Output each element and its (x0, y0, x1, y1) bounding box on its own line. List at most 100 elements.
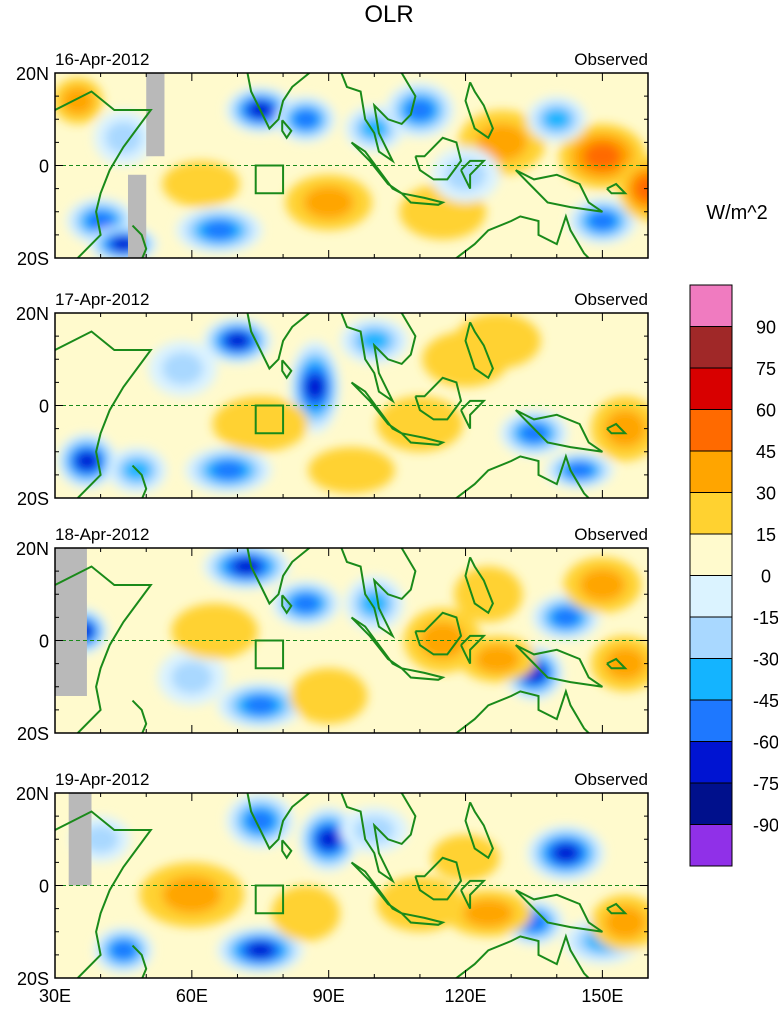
coastline-1 (281, 594, 293, 615)
colorbar-label: 45 (756, 442, 776, 462)
colorbar-swatch-7 (689, 575, 733, 618)
coastline-6 (414, 376, 463, 421)
colorbar-label: 75 (756, 359, 776, 379)
coastline-5 (400, 432, 446, 446)
y-tick-label: 0 (39, 397, 49, 417)
panel-4-field (55, 793, 648, 978)
anomaly-blob-3-7-3 (552, 608, 580, 627)
colorbar-swatch-10 (689, 699, 733, 742)
panel-2-date: 17-Apr-2012 (55, 290, 150, 309)
coastline-11 (606, 182, 628, 195)
anomaly-blob-1-4-3 (203, 221, 236, 240)
anomaly-blob-3-3-3 (244, 696, 277, 715)
anomaly-blob-4-11-1 (604, 906, 646, 939)
anomaly-blob-1-16-1 (61, 86, 94, 115)
coastline-4 (350, 381, 403, 435)
anomaly-blob-4-12-0 (376, 876, 464, 932)
anomaly-blob-1-2-3 (86, 211, 115, 231)
y-tick-label: 20S (17, 489, 49, 509)
colorbar-swatch-0 (689, 284, 733, 327)
coastline-2 (55, 330, 153, 498)
y-tick-label: 0 (39, 157, 49, 177)
colorbar-swatch-9 (689, 658, 733, 701)
anomaly-blob-2-8-3 (520, 424, 548, 443)
anomaly-blob-4-3-3 (110, 941, 136, 960)
colorbar-label: 60 (756, 401, 776, 421)
anomaly-blob-1-1-3 (293, 110, 319, 129)
coastline-1 (281, 839, 293, 860)
anomaly-blob-2-11-0 (376, 396, 464, 452)
missing-data-patch (146, 73, 165, 157)
coastline-13 (131, 699, 148, 733)
coastline-4 (350, 861, 403, 915)
coastline-5 (400, 667, 446, 681)
coastline-10 (454, 453, 591, 498)
coastline-7 (460, 879, 487, 910)
y-tick-label: 20S (17, 724, 49, 744)
anomaly-blob-1-7-1 (476, 123, 528, 161)
coastline-4 (350, 616, 403, 670)
coastline-0 (246, 793, 311, 851)
panel-3-field (55, 548, 648, 733)
anomaly-blob-2-2-3 (212, 461, 245, 480)
panel-2: 17-Apr-2012 Observed 20N 0 20S (16, 290, 649, 509)
anomaly-blob-3-1-3 (292, 594, 320, 613)
anomaly-blob-2-3-4 (75, 451, 99, 471)
coastline-2 (55, 90, 153, 258)
anomaly-blob-2-14-0 (454, 313, 541, 369)
anomaly-blob-4-1-4 (317, 829, 341, 850)
index-box (254, 164, 285, 195)
anomaly-blob-3-4-1 (171, 661, 213, 694)
coastline-8 (464, 321, 494, 380)
colorbar-swatch-13 (689, 824, 733, 867)
anomaly-blob-3-14-1 (579, 568, 626, 602)
coastline-6 (414, 136, 463, 181)
anomaly-blob-1-17-1 (445, 158, 487, 191)
x-tick-label: 30E (39, 986, 71, 1006)
colorbar-swatch-4 (689, 450, 733, 493)
anomaly-blob-1-14-1 (105, 121, 142, 154)
coastline-11 (606, 902, 628, 915)
colorbar-label: -60 (753, 733, 778, 753)
panel-2-tag: Observed (574, 290, 648, 309)
y-tick-label: 20N (16, 304, 49, 324)
coastline-7 (460, 399, 487, 430)
anomaly-blob-2-10-1 (604, 410, 646, 448)
coastline-13 (131, 224, 148, 258)
colorbar-swatch-3 (689, 409, 733, 452)
coastline-0 (246, 548, 311, 606)
panels-group: 16-Apr-2012 Observed 20N 0 20S 17-Apr-2012 Obs… (16, 50, 649, 1006)
coastline-11 (606, 657, 628, 670)
coastline-8 (464, 801, 494, 860)
colorbar-label: -45 (753, 691, 778, 711)
coastline-4 (350, 141, 403, 195)
coastline-13 (131, 944, 148, 978)
coastline-7 (460, 159, 487, 190)
coastline-10 (454, 688, 591, 733)
panel-3: 18-Apr-2012 Observed 20N 0 20S (16, 525, 649, 744)
y-tick-label: 20N (16, 539, 49, 559)
anomaly-blob-4-6-4 (552, 843, 580, 863)
missing-data-patch (55, 548, 87, 696)
x-tick-label: 90E (313, 986, 345, 1006)
colorbar-label: -30 (753, 650, 778, 670)
anomaly-blob-2-5-0 (212, 396, 309, 452)
y-tick-label: 20N (16, 64, 49, 84)
colorbar-swatch-2 (689, 367, 733, 410)
panel-2-field (55, 313, 648, 498)
anomaly-blob-1-10-3 (588, 211, 617, 231)
x-tick-label: 120E (445, 986, 487, 1006)
coastline-9 (514, 644, 603, 688)
coastline-6 (414, 611, 463, 656)
coastline-8 (464, 81, 494, 140)
index-box (254, 639, 285, 670)
anomaly-blob-3-11-0 (289, 668, 368, 724)
panel-1-field (55, 73, 648, 258)
coastline-10 (454, 213, 591, 258)
y-tick-label: 0 (39, 632, 49, 652)
anomaly-blob-1-6-3 (406, 99, 434, 121)
coastline-13 (131, 464, 148, 498)
coastline-0 (246, 313, 311, 371)
anomaly-blob-1-8-2 (583, 142, 622, 171)
